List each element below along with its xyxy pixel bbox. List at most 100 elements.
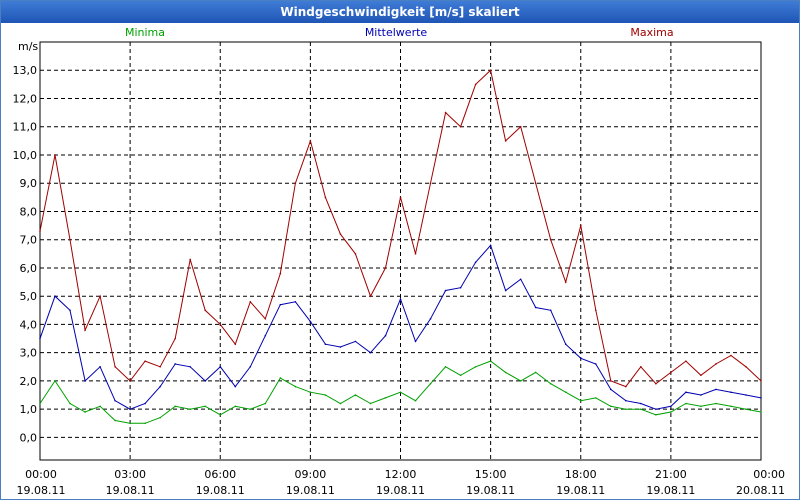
data-point-maxima	[234, 343, 237, 346]
data-point-maxima	[279, 272, 282, 275]
legend-entry-maxima: Maxima	[630, 26, 673, 39]
data-point-maxima	[534, 182, 537, 185]
data-point-minima	[564, 391, 567, 394]
data-point-maxima	[504, 140, 507, 142]
data-point-minima	[159, 416, 161, 419]
data-point-minima	[309, 391, 312, 394]
data-point-maxima	[670, 371, 672, 374]
legend-entry-minima: Minima	[125, 26, 165, 39]
data-point-maxima	[309, 140, 312, 142]
data-point-maxima	[384, 267, 387, 269]
data-point-maxima	[519, 125, 522, 128]
y-axis-label: m/s	[18, 40, 38, 53]
data-point-maxima	[414, 253, 417, 255]
data-point-maxima	[489, 69, 492, 72]
data-point-maxima	[715, 363, 717, 365]
data-point-maxima	[730, 354, 732, 357]
data-point-mittelwerte	[715, 388, 717, 391]
data-point-mittelwerte	[69, 309, 71, 312]
data-point-mittelwerte	[640, 402, 642, 405]
y-tick-label: 8,0	[20, 205, 38, 218]
data-point-minima	[144, 422, 146, 425]
data-point-maxima	[324, 196, 327, 199]
y-tick-label: 5,0	[20, 290, 38, 303]
data-point-minima	[609, 405, 612, 408]
window-title: Windgeschwindigkeit [m/s] skaliert	[1, 1, 799, 23]
y-tick-label: 1,0	[20, 403, 38, 416]
x-tick-date: 19.08.11	[106, 484, 155, 497]
data-point-maxima	[760, 380, 762, 382]
data-point-maxima	[700, 374, 702, 377]
data-point-mittelwerte	[685, 391, 687, 394]
data-point-mittelwerte	[84, 380, 86, 382]
data-point-mittelwerte	[534, 306, 537, 309]
data-point-maxima	[339, 233, 342, 235]
data-point-maxima	[189, 258, 192, 261]
x-tick-time: 18:00	[565, 468, 597, 481]
data-point-minima	[640, 408, 642, 410]
y-tick-label: 2,0	[20, 375, 38, 388]
data-point-mittelwerte	[294, 301, 297, 303]
data-point-minima	[129, 422, 131, 425]
data-point-mittelwerte	[655, 408, 657, 410]
data-point-minima	[549, 382, 552, 385]
data-point-minima	[54, 380, 56, 382]
data-point-maxima	[594, 309, 597, 312]
data-point-minima	[294, 385, 297, 388]
data-point-maxima	[625, 385, 627, 388]
data-point-mittelwerte	[159, 385, 161, 388]
x-tick-time: 00:00	[25, 468, 57, 481]
data-point-minima	[279, 377, 282, 379]
data-point-mittelwerte	[174, 363, 176, 365]
data-point-maxima	[474, 83, 477, 86]
y-tick-label: 11,0	[13, 121, 38, 134]
data-point-mittelwerte	[114, 399, 116, 402]
data-point-minima	[399, 391, 402, 394]
data-point-mittelwerte	[369, 351, 372, 354]
data-point-minima	[444, 365, 447, 368]
data-point-mittelwerte	[354, 340, 357, 343]
data-point-minima	[114, 419, 116, 422]
series-lines	[39, 69, 762, 425]
legend: Minima Mittelwerte Maxima	[125, 26, 674, 39]
data-point-maxima	[114, 365, 116, 368]
data-point-mittelwerte	[670, 405, 672, 408]
data-point-minima	[625, 408, 627, 410]
y-tick-label: 4,0	[20, 318, 38, 331]
x-tick-date: 19.08.11	[646, 484, 695, 497]
y-tick-label: 13,0	[13, 64, 38, 77]
data-point-minima	[69, 402, 71, 405]
data-point-minima	[324, 394, 327, 396]
data-point-mittelwerte	[99, 365, 101, 368]
x-tick-date: 19.08.11	[286, 484, 335, 497]
x-tick-time: 03:00	[114, 468, 146, 481]
data-point-minima	[219, 414, 222, 416]
data-point-maxima	[549, 238, 552, 241]
data-point-maxima	[745, 365, 747, 368]
data-point-mittelwerte	[54, 295, 56, 297]
data-point-mittelwerte	[760, 397, 762, 399]
x-tick-date: 19.08.11	[196, 484, 245, 497]
data-point-mittelwerte	[234, 385, 237, 388]
data-point-maxima	[459, 125, 462, 128]
data-point-minima	[84, 411, 86, 413]
data-point-minima	[249, 408, 252, 410]
data-point-minima	[234, 405, 237, 408]
data-point-mittelwerte	[264, 334, 267, 337]
data-point-mittelwerte	[384, 334, 387, 337]
data-point-maxima	[399, 196, 402, 199]
data-point-minima	[414, 399, 417, 402]
data-point-minima	[474, 365, 477, 368]
data-point-minima	[354, 394, 357, 396]
y-tick-label: 6,0	[20, 262, 38, 275]
data-point-minima	[204, 405, 207, 408]
data-point-mittelwerte	[189, 365, 192, 368]
y-tick-labels: 0,0 1,0 2,0 3,0 4,0 5,0 6,0 7,0 8,0 9,0 10,0 11,0 12…	[13, 64, 38, 444]
data-point-minima	[489, 360, 492, 362]
y-tick-label: 0,0	[20, 431, 38, 444]
data-point-maxima	[159, 365, 161, 368]
data-point-maxima	[219, 323, 222, 326]
data-point-maxima	[564, 281, 567, 283]
data-point-minima	[339, 402, 342, 405]
